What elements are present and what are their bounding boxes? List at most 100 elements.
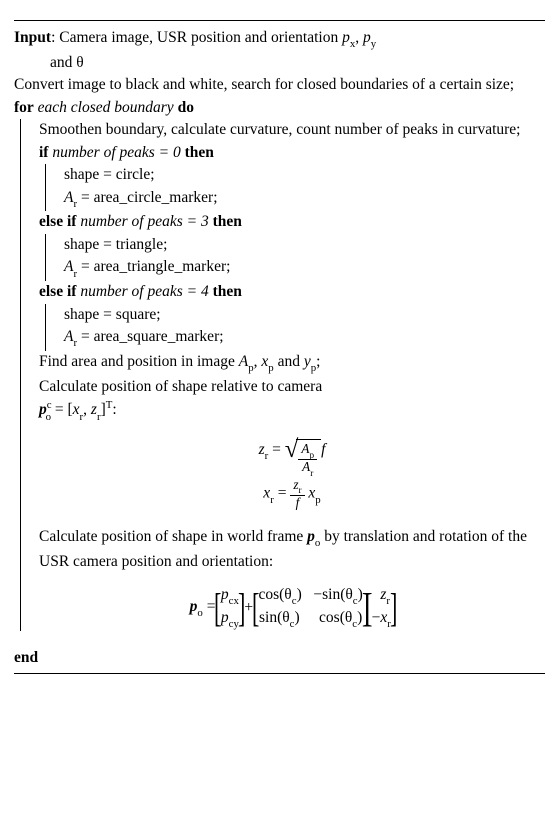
if3-header: else if number of peaks = 3 then — [39, 211, 545, 233]
then-kw-0: then — [185, 144, 214, 161]
world-eq-wrap: po = [ pcx pcy ] + [ cos(θc) −sin(θc) si… — [190, 585, 395, 630]
for-kw: for — [14, 99, 34, 116]
shape-circle: shape = circle; — [64, 164, 545, 186]
Ap-num-p: p — [309, 450, 314, 460]
r-sub-0: r — [73, 198, 77, 210]
rule-bottom — [14, 673, 545, 674]
sqrt: √ Ap Ar — [285, 436, 321, 478]
ar-circle-line: Ar = area_circle_marker; — [64, 187, 545, 212]
var-p2: p — [363, 29, 371, 46]
do-kw: do — [178, 99, 194, 116]
r21-close: ) — [295, 609, 300, 626]
var-p1: p — [342, 29, 350, 46]
radicand: Ap Ar — [296, 439, 321, 478]
comma1: , — [355, 29, 363, 46]
rule-top — [14, 20, 545, 21]
shape-triangle: shape = triangle; — [64, 234, 545, 256]
input-label: Input — [14, 29, 51, 46]
ar-circle: = area_circle_marker; — [77, 189, 217, 206]
eq-eq-2: = — [274, 484, 291, 501]
eq-world: po = [ pcx pcy ] + [ cos(θc) −sin(θc) si… — [39, 585, 545, 630]
elseif-kw-3: else if — [39, 213, 76, 230]
r22-c: c — [352, 618, 357, 630]
line-world: Calculate position of shape in world fra… — [39, 526, 545, 573]
r12-minus: − — [313, 586, 322, 603]
rbracket-3: ] — [390, 591, 397, 625]
o-sub-1: o — [46, 411, 51, 423]
mat-rot: cos(θc) −sin(θc) sin(θc) cos(θc) — [258, 585, 362, 630]
elseif-kw-4: else if — [39, 283, 76, 300]
yp-p: p — [311, 362, 316, 374]
for-body: Smoothen boundary, calculate curvature, … — [20, 119, 545, 630]
f-den: f — [296, 495, 300, 510]
r11-close: ) — [297, 586, 302, 603]
r-sub-4: r — [73, 337, 77, 349]
cond-3: number of peaks = 3 — [76, 213, 212, 230]
xr-r: r — [80, 411, 84, 423]
eq-eq-1: = — [268, 441, 285, 458]
lbracket-3: [ — [365, 591, 372, 625]
end-line: end — [14, 647, 545, 669]
for-header: for each closed boundary do — [14, 97, 545, 119]
Ap-A: A — [239, 353, 248, 370]
shape-square: shape = square; — [64, 304, 545, 326]
ar-sq: = area_square_marker; — [77, 328, 223, 345]
pcx-p: p — [221, 586, 229, 603]
radical-icon: √ — [285, 439, 299, 481]
mat-zx: zr −xr — [372, 585, 391, 630]
Ap-p: p — [248, 362, 253, 374]
xr-x: x — [73, 401, 80, 418]
eq-xr: xr = zr f xp — [39, 478, 545, 510]
xr2-r: r — [270, 494, 274, 506]
rbracket-1: ] — [238, 591, 245, 625]
po-vec-2: p — [307, 528, 315, 545]
r21-c: c — [290, 618, 295, 630]
o-sub-3: o — [197, 607, 202, 619]
ar-tri: = area_triangle_marker; — [77, 258, 230, 275]
line-smooth: Smoothen boundary, calculate curvature, … — [39, 119, 545, 141]
input-line-1: Input: Camera image, USR position and or… — [14, 27, 545, 52]
xp2-p: p — [315, 494, 320, 506]
colon-1: : — [112, 401, 116, 418]
frac-Ap-Ar: Ap Ar — [298, 442, 317, 478]
zr-num-r: r — [298, 485, 301, 495]
input-text-a: : Camera image, USR position and orienta… — [51, 29, 342, 46]
then-kw-3: then — [213, 213, 242, 230]
ar-tri-line: Ar = area_triangle_marker; — [64, 256, 545, 281]
r-sub-3: r — [73, 268, 77, 280]
zr2-r: r — [265, 450, 269, 462]
sub-y: y — [371, 38, 376, 50]
zr-r: r — [97, 411, 101, 423]
mat-pc: pcx pcy — [221, 585, 239, 630]
for-cond: each closed boundary — [34, 99, 178, 116]
findarea-c: ; — [316, 353, 320, 370]
calcrel-a: Calculate position of shape relative to … — [39, 378, 322, 395]
line-convert: Convert image to black and white, search… — [14, 74, 545, 96]
o-sub-2: o — [315, 537, 320, 549]
then-kw-4: then — [213, 283, 242, 300]
r12-sin: sin(θ — [322, 586, 353, 603]
eq-zr: zr = √ Ap Ar f — [39, 436, 545, 478]
lbracket-1: [ — [214, 591, 221, 625]
frac-zr-f: zr f — [290, 478, 304, 510]
lbracket-2: [ — [252, 591, 259, 625]
sub-x: x — [350, 38, 355, 50]
findarea-b: and — [274, 353, 304, 370]
r12-c: c — [353, 595, 358, 607]
if3-body: shape = triangle; Ar = area_triangle_mar… — [45, 234, 545, 281]
f-1: f — [321, 441, 325, 458]
input-text-b: and θ — [50, 54, 84, 71]
eq-zr-xr: zr = √ Ap Ar f xr = zr f xp — [39, 436, 545, 510]
if0-header: if number of peaks = 0 then — [39, 142, 545, 164]
if4-body: shape = square; Ar = area_square_marker; — [45, 304, 545, 351]
po-lhs: po = — [190, 596, 216, 621]
line-calcrel: Calculate position of shape relative to … — [39, 376, 545, 424]
xp-p: p — [268, 362, 273, 374]
world-a: Calculate position of shape in world fra… — [39, 528, 307, 545]
if0-body: shape = circle; Ar = area_circle_marker; — [45, 164, 545, 211]
if4-header: else if number of peaks = 4 then — [39, 281, 545, 303]
cond-4: number of peaks = 4 — [76, 283, 212, 300]
yp-y: y — [304, 353, 311, 370]
pcy-p: p — [221, 609, 229, 626]
r22-cos: cos(θ — [319, 609, 352, 626]
